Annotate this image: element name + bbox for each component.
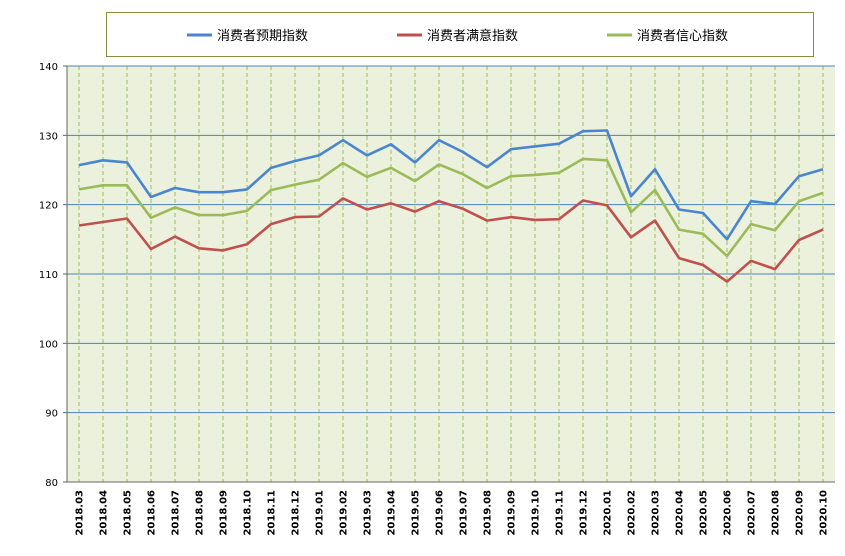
- x-tick-label: 2019.03: [363, 490, 374, 536]
- x-tick-label: 2018.04: [99, 490, 110, 536]
- x-tick-label: 2020.10: [819, 490, 830, 536]
- series-line-2: [78, 197, 824, 283]
- x-tick-label: 2018.03: [75, 490, 86, 536]
- x-tick-label: 2019.05: [411, 490, 422, 536]
- x-tick-label: 2019.10: [531, 490, 542, 536]
- y-axis-ticks: 80 90 100 110 120 130 140: [39, 62, 67, 489]
- x-tick-label: 2019.08: [483, 490, 494, 536]
- y-tick-label: 90: [45, 409, 58, 420]
- y-tick-label: 80: [45, 478, 58, 489]
- x-tick-label: 2020.02: [627, 490, 638, 536]
- x-tick-label: 2018.11: [267, 490, 278, 536]
- y-tick-label: 110: [39, 270, 58, 281]
- x-tick-label: 2019.12: [579, 490, 590, 536]
- legend-label: 消费者信心指数: [637, 29, 728, 44]
- y-tick-label: 130: [39, 131, 58, 142]
- x-tick-label: 2019.04: [387, 490, 398, 536]
- series-line-1: [78, 129, 824, 241]
- legend: 消费者预期指数 消费者满意指数 消费者信心指数: [106, 12, 814, 57]
- x-tick-label: 2018.10: [243, 490, 254, 536]
- x-tick-label: 2020.05: [699, 490, 710, 536]
- y-tick-label: 120: [39, 201, 58, 212]
- x-tick-label: 2020.01: [603, 490, 614, 536]
- x-tick-label: 2019.01: [315, 490, 326, 536]
- legend-label: 消费者满意指数: [427, 28, 518, 44]
- x-tick-label: 2020.06: [723, 490, 734, 536]
- legend-label: 消费者预期指数: [217, 29, 308, 44]
- y-tick-label: 100: [39, 339, 58, 350]
- series-lines: [78, 129, 824, 283]
- x-tick-label: 2019.09: [507, 490, 518, 536]
- x-tick-label: 2020.04: [675, 490, 686, 536]
- legend-items: 消费者预期指数 消费者满意指数 消费者信心指数: [187, 28, 728, 44]
- x-tick-label: 2020.08: [771, 490, 782, 536]
- x-axis-ticks: 2018.03 2018.04 2018.05 2018.06 2018.07 2018.…: [75, 490, 830, 536]
- y-tick-label: 140: [39, 62, 58, 73]
- x-tick-label: 2018.07: [171, 490, 182, 536]
- series-line-3: [78, 157, 824, 258]
- x-tick-label: 2019.07: [459, 490, 470, 536]
- x-tick-label: 2020.09: [795, 490, 806, 536]
- x-tick-label: 2018.06: [147, 490, 158, 536]
- x-tick-label: 2020.03: [651, 490, 662, 536]
- x-tick-label: 2019.11: [555, 490, 566, 536]
- x-tick-label: 2018.08: [195, 490, 206, 536]
- x-tick-label: 2018.05: [123, 490, 134, 536]
- x-tick-label: 2019.02: [339, 490, 350, 536]
- x-tick-label: 2018.12: [291, 490, 302, 536]
- x-tick-label: 2019.06: [435, 490, 446, 536]
- x-tick-label: 2018.09: [219, 490, 230, 536]
- x-tick-label: 2020.07: [747, 490, 758, 536]
